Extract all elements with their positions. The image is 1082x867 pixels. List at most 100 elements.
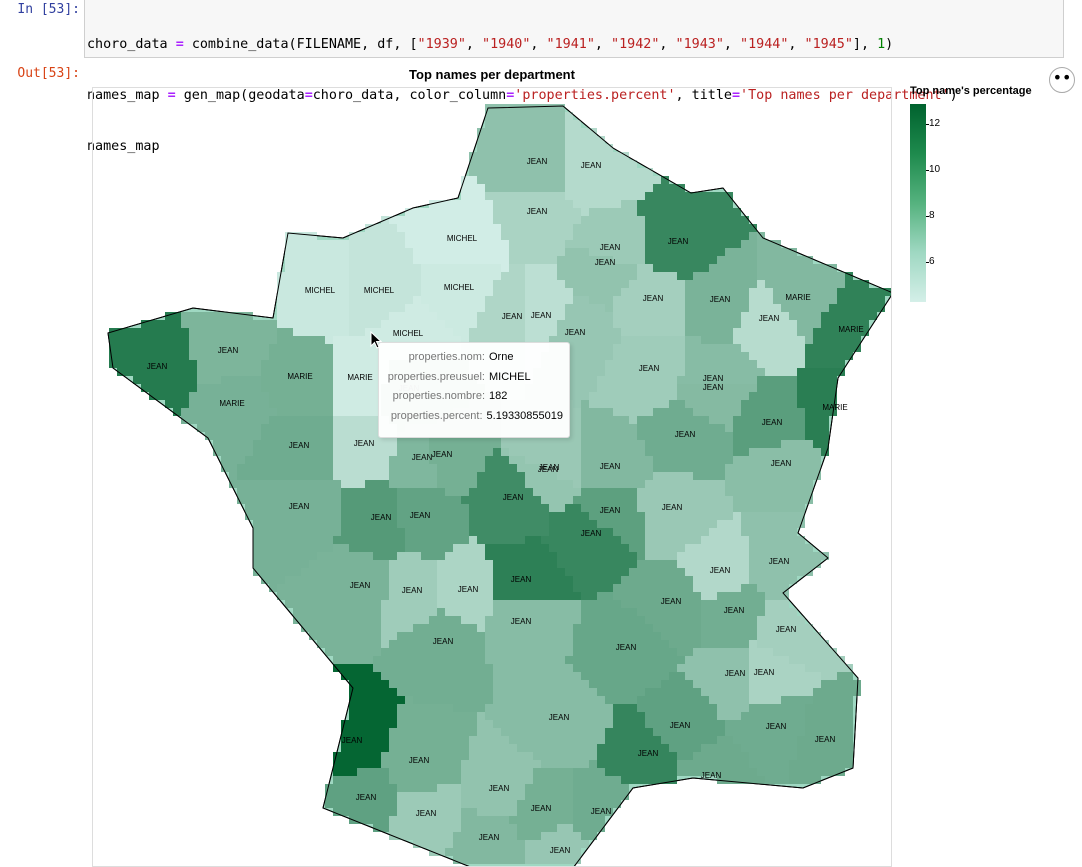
department-region[interactable] xyxy=(677,280,685,288)
department-region[interactable] xyxy=(533,616,541,624)
department-region[interactable] xyxy=(109,352,117,360)
department-region[interactable] xyxy=(717,360,725,368)
department-region[interactable] xyxy=(317,280,325,288)
department-region[interactable] xyxy=(709,208,717,216)
department-region[interactable] xyxy=(341,448,349,456)
department-region[interactable] xyxy=(461,208,469,216)
department-region[interactable] xyxy=(589,560,597,568)
department-region[interactable] xyxy=(709,528,717,536)
department-region[interactable] xyxy=(453,704,461,712)
department-region[interactable] xyxy=(605,248,613,256)
department-region[interactable] xyxy=(549,456,557,464)
department-region[interactable] xyxy=(741,712,749,720)
department-region[interactable] xyxy=(829,680,837,688)
department-region[interactable] xyxy=(301,424,309,432)
department-region[interactable] xyxy=(325,328,333,336)
department-region[interactable] xyxy=(269,568,277,576)
department-region[interactable] xyxy=(781,448,789,456)
department-region[interactable] xyxy=(781,632,789,640)
department-region[interactable] xyxy=(525,160,533,168)
department-region[interactable] xyxy=(789,280,797,288)
department-region[interactable] xyxy=(373,312,381,320)
department-region[interactable] xyxy=(373,456,381,464)
department-region[interactable] xyxy=(501,280,509,288)
department-region[interactable] xyxy=(645,384,653,392)
department-region[interactable] xyxy=(733,248,741,256)
department-region[interactable] xyxy=(733,536,741,544)
department-region[interactable] xyxy=(733,208,741,216)
department-region[interactable] xyxy=(653,688,661,696)
department-region[interactable] xyxy=(581,656,589,664)
department-region[interactable] xyxy=(293,272,301,280)
department-region[interactable] xyxy=(757,712,765,720)
department-region[interactable] xyxy=(245,416,253,424)
department-region[interactable] xyxy=(357,240,365,248)
department-region[interactable] xyxy=(709,544,717,552)
department-region[interactable] xyxy=(805,640,813,648)
department-region[interactable] xyxy=(541,120,549,128)
department-region[interactable] xyxy=(349,600,357,608)
department-region[interactable] xyxy=(317,576,325,584)
department-region[interactable] xyxy=(693,312,701,320)
department-region[interactable] xyxy=(517,488,525,496)
department-region[interactable] xyxy=(653,408,661,416)
department-region[interactable] xyxy=(637,656,645,664)
department-region[interactable] xyxy=(357,384,365,392)
department-region[interactable] xyxy=(629,208,637,216)
department-region[interactable] xyxy=(509,104,517,112)
department-region[interactable] xyxy=(461,296,469,304)
department-region[interactable] xyxy=(621,592,629,600)
department-region[interactable] xyxy=(741,256,749,264)
department-region[interactable] xyxy=(701,472,709,480)
department-region[interactable] xyxy=(677,408,685,416)
department-region[interactable] xyxy=(517,232,525,240)
department-region[interactable] xyxy=(277,376,285,384)
department-region[interactable] xyxy=(765,600,773,608)
department-region[interactable] xyxy=(293,480,301,488)
department-region[interactable] xyxy=(205,368,213,376)
department-region[interactable] xyxy=(333,240,341,248)
department-region[interactable] xyxy=(333,520,341,528)
department-region[interactable] xyxy=(469,672,477,680)
department-region[interactable] xyxy=(773,648,781,656)
department-region[interactable] xyxy=(357,584,365,592)
department-region[interactable] xyxy=(469,640,477,648)
department-region[interactable] xyxy=(381,552,389,560)
department-region[interactable] xyxy=(749,280,757,288)
department-region[interactable] xyxy=(493,256,501,264)
department-region[interactable] xyxy=(781,288,789,296)
department-region[interactable] xyxy=(797,296,805,304)
department-region[interactable] xyxy=(581,560,589,568)
department-region[interactable] xyxy=(661,632,669,640)
department-region[interactable] xyxy=(581,640,589,648)
department-region[interactable] xyxy=(469,304,477,312)
department-region[interactable] xyxy=(701,720,709,728)
department-region[interactable] xyxy=(677,704,685,712)
department-region[interactable] xyxy=(621,320,629,328)
department-region[interactable] xyxy=(485,184,493,192)
department-region[interactable] xyxy=(701,376,709,384)
department-region[interactable] xyxy=(309,560,317,568)
department-region[interactable] xyxy=(685,232,693,240)
department-region[interactable] xyxy=(661,664,669,672)
department-region[interactable] xyxy=(533,696,541,704)
department-region[interactable] xyxy=(309,424,317,432)
department-region[interactable] xyxy=(557,320,565,328)
department-region[interactable] xyxy=(653,664,661,672)
department-region[interactable] xyxy=(525,192,533,200)
department-region[interactable] xyxy=(549,696,557,704)
department-region[interactable] xyxy=(613,480,621,488)
department-region[interactable] xyxy=(501,704,509,712)
department-region[interactable] xyxy=(637,304,645,312)
department-region[interactable] xyxy=(677,632,685,640)
department-region[interactable] xyxy=(685,424,693,432)
department-region[interactable] xyxy=(501,720,509,728)
department-region[interactable] xyxy=(477,576,485,584)
department-region[interactable] xyxy=(645,240,653,248)
department-region[interactable] xyxy=(413,496,421,504)
department-region[interactable] xyxy=(685,336,693,344)
department-region[interactable] xyxy=(533,176,541,184)
department-region[interactable] xyxy=(869,304,877,312)
department-region[interactable] xyxy=(701,208,709,216)
department-region[interactable] xyxy=(421,488,429,496)
